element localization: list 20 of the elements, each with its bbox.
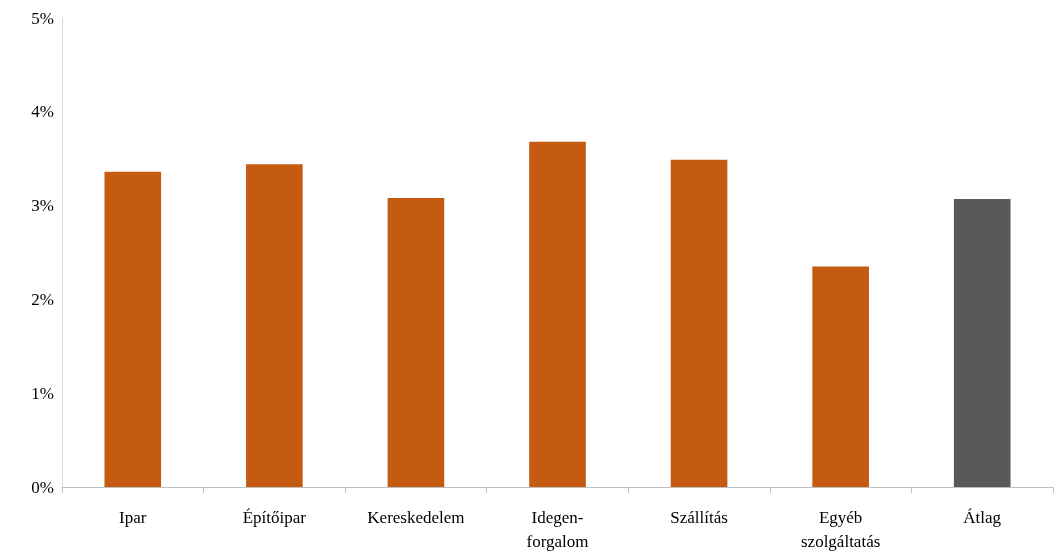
bar [529,141,586,487]
x-tick-label: Idegen- forgalom [526,507,589,551]
y-tick-label: 1% [31,383,54,403]
x-tick-label: Egyéb szolgáltatás [800,507,881,551]
bar [104,171,162,487]
x-tick-label: Építőipar [242,507,307,527]
y-tick-label: 2% [31,289,54,309]
bar [387,198,445,487]
bar [812,266,869,487]
bar [246,164,303,487]
x-tick-label: Kereskedelem [367,507,465,527]
bar [953,199,1011,487]
x-tick-label: Átlag [963,507,1002,527]
x-tick-label: Szállítás [670,507,728,527]
y-tick-label: 3% [31,196,54,216]
x-tick-label: Ipar [119,507,147,527]
bar [670,159,728,487]
y-tick-label: 5% [31,8,54,28]
y-tick-label: 4% [31,102,54,122]
y-tick-label: 0% [31,477,54,497]
